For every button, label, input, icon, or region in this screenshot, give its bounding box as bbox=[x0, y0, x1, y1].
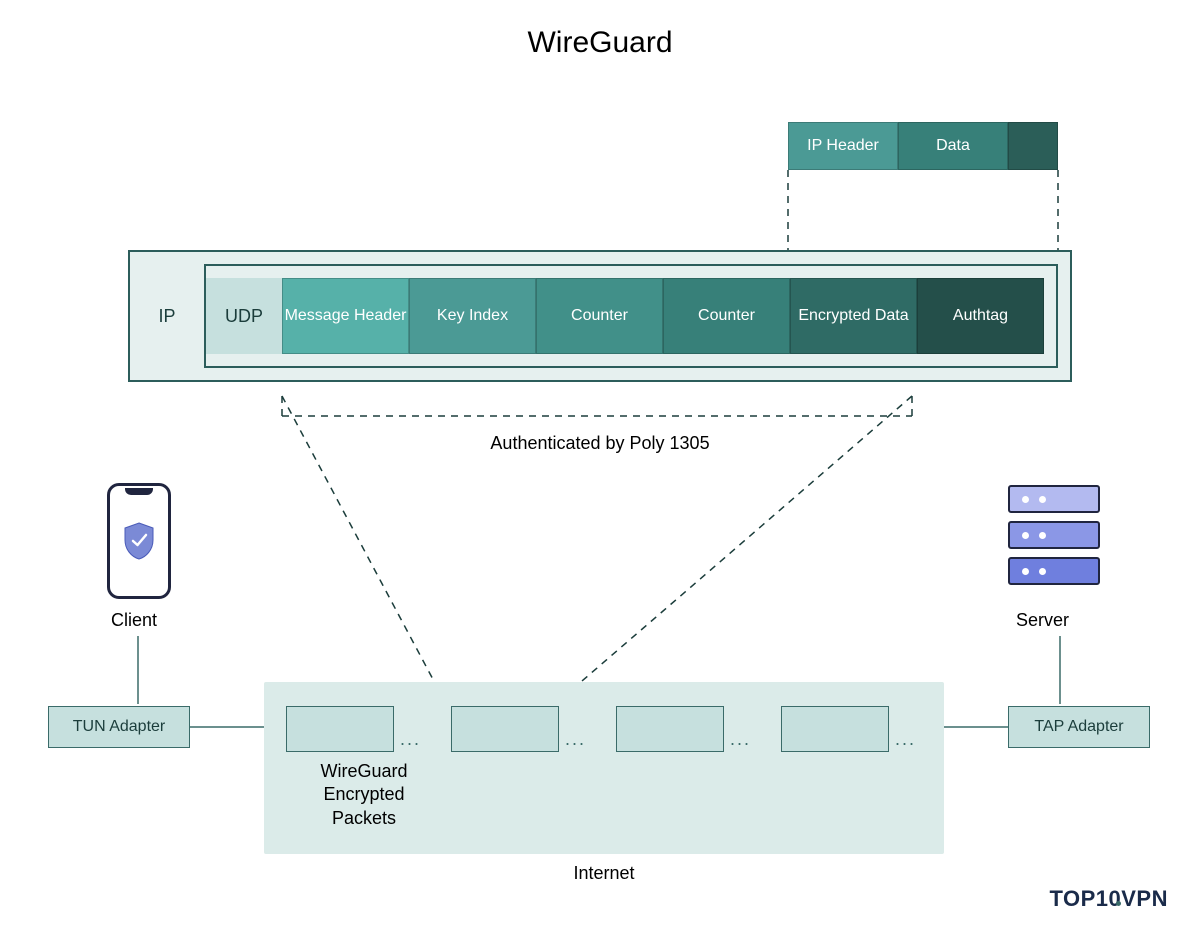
shield-icon bbox=[122, 522, 156, 560]
server-row-1 bbox=[1008, 485, 1100, 513]
packets-row: ... ... ... ... bbox=[286, 702, 922, 752]
server-label: Server bbox=[1016, 610, 1069, 631]
internet-label: Internet bbox=[573, 863, 634, 884]
packet-outer-frame: IP UDP Message Header Key Index Counter … bbox=[128, 250, 1072, 382]
packets-caption: WireGuard Encrypted Packets bbox=[294, 760, 434, 830]
mini-packet bbox=[781, 706, 889, 752]
tun-adapter-box: TUN Adapter bbox=[48, 706, 190, 748]
server-row-2 bbox=[1008, 521, 1100, 549]
auth-caption: Authenticated by Poly 1305 bbox=[490, 433, 709, 454]
seg-counter-2: Counter bbox=[663, 278, 790, 354]
detail-seg-data: Data bbox=[898, 122, 1008, 170]
top10vpn-logo: TOP10VPN bbox=[1049, 886, 1168, 912]
seg-encrypted-data: Encrypted Data bbox=[790, 278, 917, 354]
internet-box: ... ... ... ... WireGuard Encrypted Pack… bbox=[264, 682, 944, 854]
ellipsis: ... bbox=[895, 729, 916, 750]
detail-seg-ip-header: IP Header bbox=[788, 122, 898, 170]
seg-key-index: Key Index bbox=[409, 278, 536, 354]
client-phone-icon bbox=[107, 483, 171, 599]
encrypted-data-detail-bar: IP Header Data bbox=[788, 122, 1058, 170]
seg-authtag: Authtag bbox=[917, 278, 1044, 354]
logo-suffix: VPN bbox=[1121, 886, 1168, 911]
server-row-3 bbox=[1008, 557, 1100, 585]
logo-prefix: TOP1 bbox=[1049, 886, 1108, 911]
ellipsis: ... bbox=[565, 729, 586, 750]
seg-message-header: Message Header bbox=[282, 278, 409, 354]
diagram-title: WireGuard bbox=[527, 26, 672, 60]
mini-packet bbox=[286, 706, 394, 752]
client-label: Client bbox=[111, 610, 157, 631]
packet-mid-frame: UDP Message Header Key Index Counter Cou… bbox=[204, 264, 1058, 368]
ellipsis: ... bbox=[400, 729, 421, 750]
packet-ip-cell: IP bbox=[130, 252, 204, 380]
packet-inner-row: Message Header Key Index Counter Counter… bbox=[282, 278, 1044, 354]
packet-udp-cell: UDP bbox=[206, 278, 282, 354]
logo-zero: 0 bbox=[1109, 886, 1122, 912]
detail-seg-tail bbox=[1008, 122, 1058, 170]
server-stack-icon bbox=[1008, 485, 1100, 593]
seg-counter-1: Counter bbox=[536, 278, 663, 354]
tap-adapter-box: TAP Adapter bbox=[1008, 706, 1150, 748]
mini-packet bbox=[616, 706, 724, 752]
ellipsis: ... bbox=[730, 729, 751, 750]
mini-packet bbox=[451, 706, 559, 752]
